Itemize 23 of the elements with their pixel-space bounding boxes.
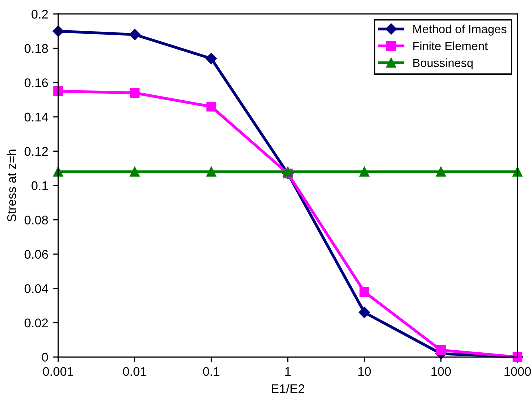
legend-label: Finite Element <box>414 42 488 50</box>
x-tick-label: 10 <box>358 367 372 376</box>
x-tick-label: 0.001 <box>43 367 74 376</box>
x-tick-label: 1000 <box>504 367 531 376</box>
y-tick-label: 0.1 <box>32 182 48 190</box>
y-tick-label: 0.16 <box>24 78 48 88</box>
x-axis-title: E1/E2 <box>272 384 304 394</box>
x-tick-label: 0.1 <box>203 367 220 376</box>
y-tick-label: 0.14 <box>24 112 48 122</box>
x-tick-label: 100 <box>432 367 452 376</box>
y-tick-label: 0.18 <box>24 44 48 54</box>
x-tick-label: 1 <box>286 367 291 376</box>
legend-label: Method of Images <box>414 24 507 36</box>
y-tick-label: 0.06 <box>24 250 48 260</box>
y-tick-label: 0.12 <box>24 147 48 156</box>
x-tick-label: 0.01 <box>123 367 147 376</box>
y-tick-label: 0.2 <box>32 10 48 19</box>
y-tick-label: 0.04 <box>24 284 48 294</box>
y-tick-label: 0.02 <box>24 318 48 328</box>
legend-label: Boussinesq <box>414 58 473 70</box>
y-tick-label: 0.08 <box>24 216 48 225</box>
y-axis-title: Stress at z=h <box>7 150 16 222</box>
y-tick-label: 0 <box>42 353 48 362</box>
